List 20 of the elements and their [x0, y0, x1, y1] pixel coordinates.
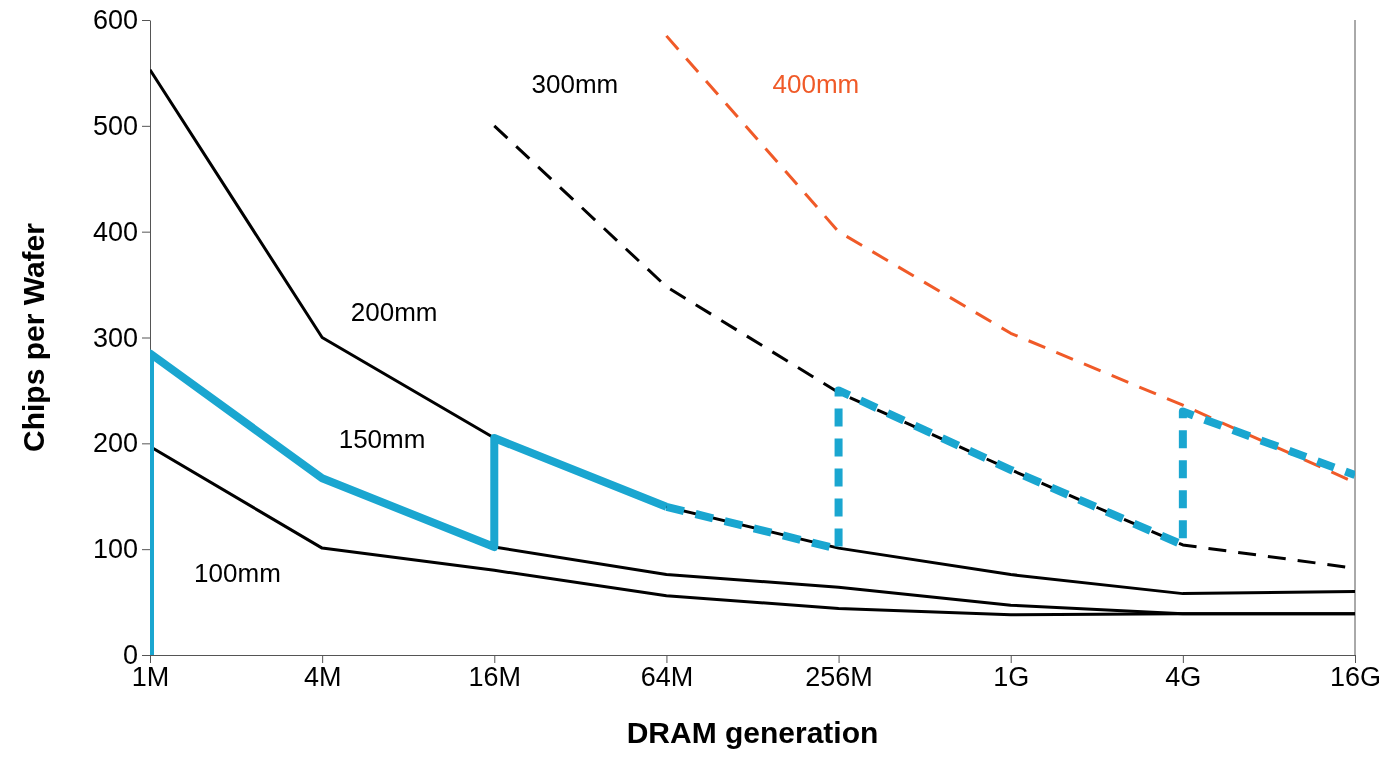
y-tick-label: 500 — [92, 110, 138, 141]
x-tick-label: 4M — [303, 662, 342, 693]
series-label: 400mm — [772, 68, 860, 99]
y-axis-title: Chips per Wafer — [17, 222, 50, 452]
x-tick-label: 16M — [468, 662, 522, 693]
x-tick-label: 16G — [1329, 662, 1382, 693]
y-tick-label: 400 — [92, 216, 138, 247]
y-tick-label: 100 — [92, 534, 138, 565]
y-tick-label: 300 — [92, 322, 138, 353]
series-label: 200mm — [350, 297, 438, 328]
series-label: 150mm — [338, 424, 426, 455]
y-tick-label: 600 — [92, 5, 138, 36]
x-tick-label: 64M — [640, 662, 694, 693]
x-tick-label: 1G — [993, 662, 1030, 693]
x-tick-label: 256M — [805, 662, 873, 693]
series-label: 300mm — [531, 68, 619, 99]
x-axis-title: DRAM generation — [626, 716, 879, 749]
series-label: 100mm — [194, 557, 281, 588]
x-tick-label: 4G — [1165, 662, 1202, 693]
y-tick-label: 200 — [92, 428, 138, 459]
